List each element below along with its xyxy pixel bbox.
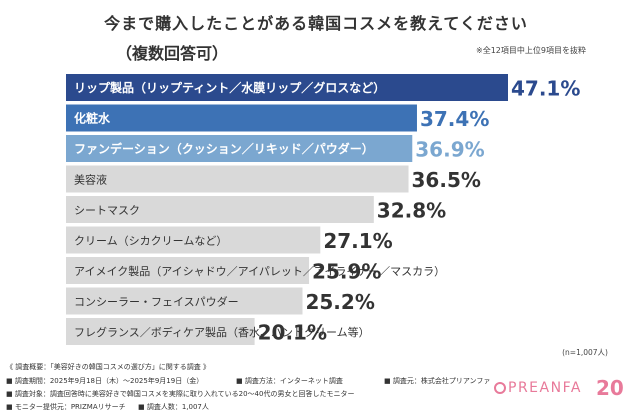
category-label-4: 美容液 <box>74 173 107 187</box>
logo-anniversary-badge: 20 <box>596 376 624 400</box>
survey-period: ■ 調査期間：2025年9月18日（木）〜2025年9月19日（金） <box>6 377 204 385</box>
bar-3 <box>66 135 413 162</box>
category-label-2: 化粧水 <box>74 111 111 126</box>
chart-title: 今まで購入したことがある韓国コスメを教えてください <box>104 14 528 33</box>
category-label-5: シートマスク <box>74 204 140 217</box>
bar-9 <box>66 318 255 345</box>
chart-note: ※全12項目中上位9項目を抜粋 <box>476 46 586 55</box>
category-label-1: リップ製品（リップティント／水膜リップ／グロスなど） <box>74 80 385 95</box>
logo-mark-icon <box>494 382 506 394</box>
value-label-4: 36.5% <box>412 168 481 192</box>
bar-6 <box>66 226 321 254</box>
survey-target: ■ 調査対象：調査回答時に美容好きで韓国コスメを実際に取り入れている20〜40代… <box>6 390 355 398</box>
category-label-6: クリーム（シカクリームなど） <box>74 235 227 248</box>
value-label-7: 25.9% <box>312 260 381 284</box>
value-label-6: 27.1% <box>323 229 392 253</box>
value-label-3: 36.9% <box>415 138 484 162</box>
value-label-9: 20.1% <box>258 321 327 345</box>
logo-text: PREANFA <box>508 380 582 396</box>
bar-5 <box>66 196 374 223</box>
category-label-8: コンシーラー・フェイスパウダー <box>74 295 239 309</box>
survey-organizer: ■ 調査元：株式会社プリアンファ <box>384 377 491 385</box>
bar-1 <box>66 74 508 101</box>
value-label-8: 25.2% <box>305 290 374 314</box>
chart-subtitle: （複数回答可） <box>116 44 229 63</box>
bar-2 <box>66 104 417 132</box>
bar-7 <box>66 257 310 284</box>
survey-method: ■ 調査方法：インターネット調査 <box>236 377 343 385</box>
survey-overview: 《 調査概要：「美容好きの韓国コスメの選び方」に関する調査 》 <box>6 363 210 371</box>
sample-size: (n=1,007人) <box>562 348 608 357</box>
category-label-9: フレグランス／ボディケア製品（香水、ハンドクリーム等） <box>74 325 370 339</box>
survey-monitor: ■ モニター提供元：PRIZMAリサーチ <box>6 403 126 411</box>
company-logo: PREANFA 20 <box>494 376 626 410</box>
bar-4 <box>66 165 409 193</box>
value-label-1: 47.1% <box>511 77 580 101</box>
category-label-3: ファンデーション（クッション／リキッド／パウダー） <box>74 141 374 156</box>
value-label-5: 32.8% <box>377 199 446 223</box>
survey-count: ■ 調査人数：1,007人 <box>138 403 209 411</box>
category-label-7: アイメイク製品（アイシャドウ／アイパレット／アイライナー／マスカラ） <box>74 264 445 278</box>
value-label-2: 37.4% <box>420 107 489 131</box>
bar-8 <box>66 287 303 315</box>
